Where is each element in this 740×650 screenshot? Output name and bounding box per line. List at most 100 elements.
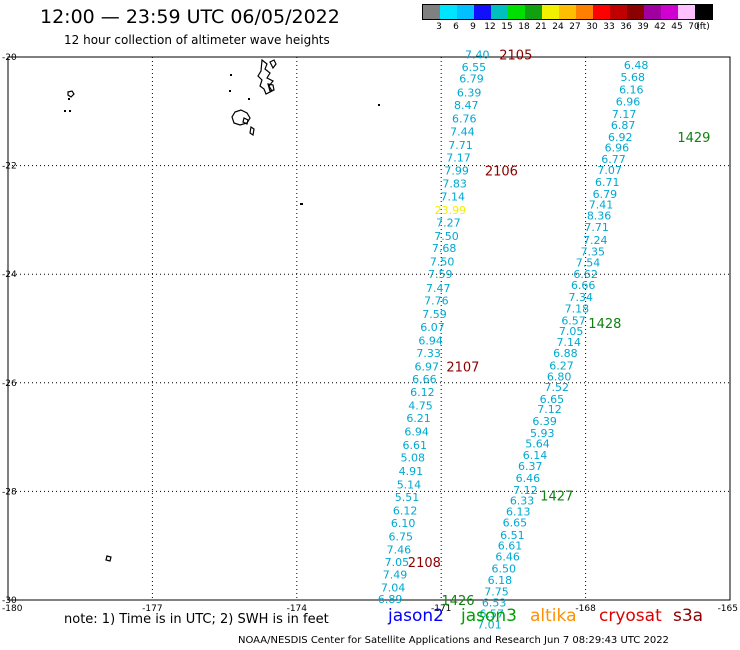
wave-height-value: 7.05 [559,325,584,338]
legend-label: 30 [586,22,598,32]
wave-height-value: 6.46 [495,551,520,564]
satellite-s3a: s3a [673,606,704,626]
legend-swatch [474,5,491,19]
wave-height-value: 6.14 [523,449,548,462]
wave-height-value: 6.57 [561,314,586,327]
wave-height-value: 6.13 [506,505,531,518]
wave-height-value: 7.34 [569,291,594,304]
map-subtitle: 12 hour collection of altimeter wave hei… [64,33,330,47]
color-legend: 3 6 9 12 15 18 21 24 27 30 33 36 39 42 45 70 (ft) [422,4,713,34]
wave-height-value: 6.65 [503,516,528,529]
legend-label: 39 [637,22,649,32]
pass-time: 1429 [677,131,710,146]
wave-height-value: 5.08 [401,452,426,465]
wave-height-value: 4.75 [408,400,433,413]
legend-swatch [491,5,508,19]
legend-label: (ft) [696,22,710,32]
lon-label: -174 [287,604,308,614]
coastlines [67,58,277,562]
wave-height-value: 6.80 [547,370,572,383]
wave-height-value: 7.50 [430,256,455,269]
island-small [249,125,255,137]
legend-label: 3 [436,22,442,32]
wave-height-value: 7.12 [513,484,538,497]
legend-swatch [695,5,712,19]
legend-label: 15 [501,22,513,32]
wave-height-value: 6.51 [500,529,525,542]
wave-height-value: 6.62 [573,268,598,281]
wave-height-value: 6.97 [415,361,440,374]
wave-height-value: 7.44 [450,125,475,138]
legend-label: 6 [453,22,459,32]
wave-height-value: 6.53 [482,597,507,610]
island-cluster-north [257,58,274,95]
wave-height-value: 7.17 [446,151,471,164]
wave-height-value: 6.71 [595,176,620,189]
wave-height-value: 6.55 [462,61,487,74]
legend-label: 12 [484,22,496,32]
altimeter-track-jason3: 6.485.686.166.967.176.876.926.966.777.07… [477,59,648,631]
legend-label: 9 [470,22,476,32]
legend-label: 70 [688,22,700,32]
wave-height-value: 7.68 [432,242,457,255]
wave-height-value: 8.36 [587,210,612,223]
lat-label: -28 [2,487,17,497]
wave-height-value: 6.88 [553,347,578,360]
wave-height-value: 7.75 [484,585,509,598]
lon-label: -177 [142,604,162,614]
legend-swatch [593,5,610,19]
wave-height-value: 5.51 [395,491,420,504]
footer-credit: NOAA/NESDIS Center for Satellite Applica… [238,635,669,646]
lat-label: -26 [2,379,17,389]
legend-label: 21 [535,22,547,32]
lon-label: -168 [575,604,596,614]
wave-height-value: 6.96 [616,96,641,109]
wave-height-value: 7.33 [416,347,441,360]
wave-height-value: 7.99 [444,164,469,177]
legend-swatch [627,5,644,19]
satellite-cryosat: cryosat [599,606,662,626]
wave-height-value: 7.47 [426,282,451,295]
legend-label: 33 [603,22,615,32]
pass-time: 2108 [408,556,441,571]
legend-swatch [525,5,542,19]
wave-height-value: 7.12 [537,403,562,416]
legend-swatch [542,5,559,19]
wave-height-value: 7.01 [477,618,502,631]
wave-height-value: 7.41 [589,199,614,212]
legend-label: 18 [518,22,530,32]
wave-height-value: 6.57 [479,608,504,621]
wave-height-value: 6.61 [402,439,427,452]
legend-swatch [423,5,440,19]
legend-label: 27 [569,22,581,32]
wave-height-value: 6.65 [540,393,565,406]
pass-time-labels: 2105 2106 2107 2108 1429 1428 1427 1426 [408,48,711,609]
pass-time: 1428 [588,317,621,332]
legend-label: 24 [552,22,564,32]
legend-color-bar [422,4,713,20]
pass-time: 2106 [485,164,518,179]
wave-height-value: 7.04 [381,582,406,595]
coast-dots [64,74,380,205]
wave-height-value: 23.99 [435,204,467,217]
legend-label: 45 [671,22,683,32]
wave-height-value: 6.76 [452,112,477,125]
wave-height-value: 6.92 [608,131,633,144]
wave-height-value: 6.07 [420,321,445,334]
wave-height-value: 7.05 [385,556,410,569]
wave-height-value: 7.50 [434,230,459,243]
wave-height-value: 6.27 [549,359,574,372]
wave-height-value: 7.76 [424,294,449,307]
legend-label: 36 [620,22,632,32]
map-grid [8,57,730,600]
wave-height-value: 6.37 [518,460,543,473]
satellite-jason3: jason3 [461,606,517,626]
satellite-altika: altika [530,606,577,626]
wave-height-value: 6.61 [498,540,523,553]
wave-height-value: 7.59 [428,268,453,281]
pass-time: 2107 [446,361,479,376]
legend-swatch [457,5,474,19]
wave-height-value: 7.07 [597,164,622,177]
wave-height-value: 7.46 [387,544,412,557]
